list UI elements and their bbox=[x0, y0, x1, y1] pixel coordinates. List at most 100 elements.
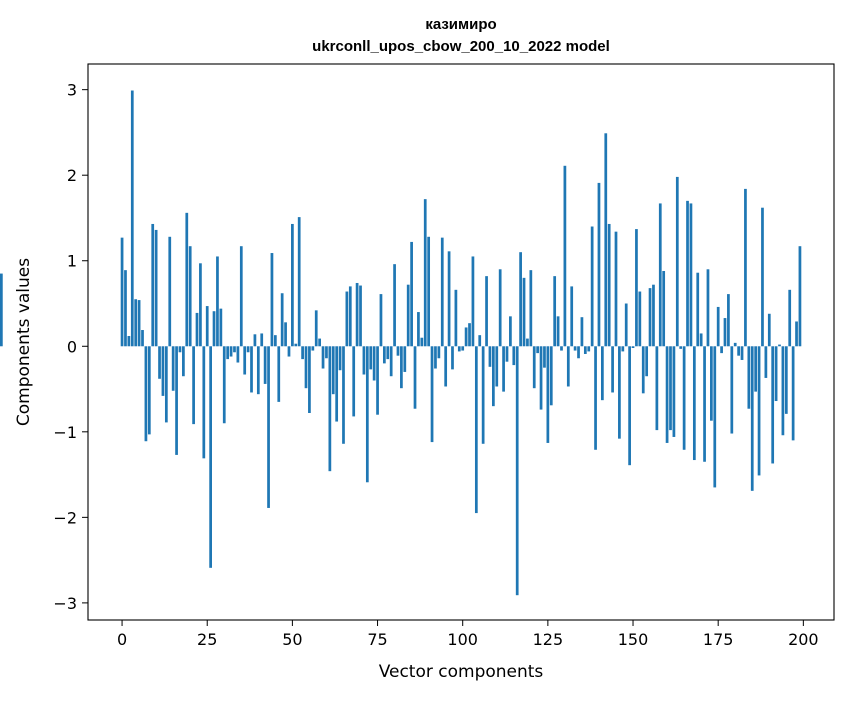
bar-61 bbox=[328, 346, 332, 472]
y-axis-label: Components values bbox=[14, 258, 34, 426]
bar-154 bbox=[645, 346, 649, 377]
bar-171 bbox=[703, 346, 706, 462]
bar-93 bbox=[437, 346, 441, 359]
bar-74 bbox=[372, 346, 376, 381]
bar-104 bbox=[474, 346, 478, 514]
bar-198 bbox=[795, 321, 798, 347]
bar-169 bbox=[696, 272, 700, 347]
bar-122 bbox=[536, 346, 540, 354]
bar-12 bbox=[161, 346, 165, 396]
bar-123 bbox=[539, 346, 543, 410]
bar-192 bbox=[774, 346, 778, 402]
bar-38 bbox=[250, 346, 253, 393]
bar-148 bbox=[624, 303, 628, 347]
bar-18 bbox=[182, 346, 185, 377]
bar-62 bbox=[331, 346, 335, 395]
bar-88 bbox=[420, 337, 424, 347]
bar-106 bbox=[481, 346, 485, 444]
bar-190 bbox=[767, 313, 771, 347]
bar-107 bbox=[485, 276, 488, 347]
bar-64 bbox=[338, 346, 342, 371]
bar-143 bbox=[607, 223, 611, 347]
bar-11 bbox=[158, 346, 161, 379]
bar-183 bbox=[744, 188, 747, 347]
bar-187 bbox=[757, 346, 761, 476]
bar-72 bbox=[365, 346, 369, 483]
x-tick-label-0: 0 bbox=[117, 630, 127, 649]
bar-141 bbox=[601, 346, 604, 401]
bar-77 bbox=[382, 346, 386, 364]
bar-51 bbox=[294, 343, 298, 347]
bar-140 bbox=[597, 182, 601, 347]
bar-101 bbox=[464, 327, 468, 347]
bar-33 bbox=[233, 346, 236, 353]
bar-3 bbox=[130, 90, 134, 347]
bar-173 bbox=[710, 346, 713, 421]
bar-32 bbox=[229, 346, 233, 357]
bar-128 bbox=[556, 316, 560, 347]
bar-31 bbox=[226, 346, 230, 360]
bar-83 bbox=[403, 346, 407, 372]
bar-178 bbox=[727, 294, 730, 347]
bar-181 bbox=[737, 346, 740, 356]
bar-60 bbox=[325, 346, 328, 359]
bar-188 bbox=[761, 207, 764, 347]
bar-111 bbox=[498, 269, 502, 347]
x-tick-label-200: 200 bbox=[788, 630, 819, 649]
bar-50 bbox=[291, 223, 294, 347]
bar-19 bbox=[185, 212, 189, 347]
bar-96 bbox=[447, 251, 451, 347]
x-axis-label: Vector components bbox=[379, 662, 544, 682]
bar-112 bbox=[502, 346, 505, 392]
bar-117 bbox=[519, 252, 522, 347]
bar-116 bbox=[515, 346, 519, 596]
bar-23 bbox=[199, 263, 202, 347]
bar-191 bbox=[771, 346, 775, 464]
bar-34 bbox=[236, 346, 240, 363]
bar-136 bbox=[583, 346, 587, 354]
bar-71 bbox=[362, 346, 366, 375]
bar-110 bbox=[495, 346, 499, 387]
bar-113 bbox=[505, 346, 509, 362]
x-tick-label-100: 100 bbox=[447, 630, 478, 649]
bar-56 bbox=[311, 346, 315, 351]
bar-66 bbox=[345, 291, 349, 347]
bar-86 bbox=[413, 346, 417, 409]
bar-167 bbox=[689, 203, 693, 347]
bar-156 bbox=[652, 284, 655, 347]
bar-49 bbox=[287, 346, 291, 357]
bars-group bbox=[0, 90, 802, 596]
bar-17 bbox=[178, 346, 182, 353]
bar-179 bbox=[730, 346, 734, 434]
plot-frame bbox=[87, 63, 835, 621]
bar-7 bbox=[144, 346, 148, 442]
chart-title-line-1: казимиро bbox=[425, 16, 496, 33]
bar-163 bbox=[675, 176, 679, 347]
bar-159 bbox=[662, 271, 666, 347]
bar-134 bbox=[577, 346, 580, 359]
bar-144 bbox=[611, 346, 614, 393]
bar-155 bbox=[648, 288, 652, 347]
bar-6 bbox=[141, 330, 144, 347]
bar-180 bbox=[733, 342, 737, 347]
bar-8 bbox=[147, 346, 151, 435]
bar-44 bbox=[270, 253, 274, 347]
bar-98 bbox=[454, 289, 458, 347]
bar-46 bbox=[277, 346, 281, 402]
bar-40 bbox=[256, 346, 260, 395]
y-tick-label--2: −2 bbox=[53, 508, 77, 527]
bar-199 bbox=[798, 246, 802, 347]
bar-145 bbox=[614, 231, 618, 347]
bar-186 bbox=[754, 346, 758, 392]
bar-165 bbox=[682, 346, 686, 450]
bar-58 bbox=[318, 338, 321, 347]
bar-81 bbox=[396, 346, 400, 356]
bar-152 bbox=[638, 291, 642, 347]
bar-30 bbox=[222, 346, 226, 424]
bar-41 bbox=[260, 333, 264, 347]
y-tick-label-2: 2 bbox=[67, 166, 77, 185]
bar-115 bbox=[512, 346, 516, 366]
bar-120 bbox=[529, 270, 533, 347]
bar-79 bbox=[389, 346, 393, 377]
bar-193 bbox=[778, 344, 781, 347]
